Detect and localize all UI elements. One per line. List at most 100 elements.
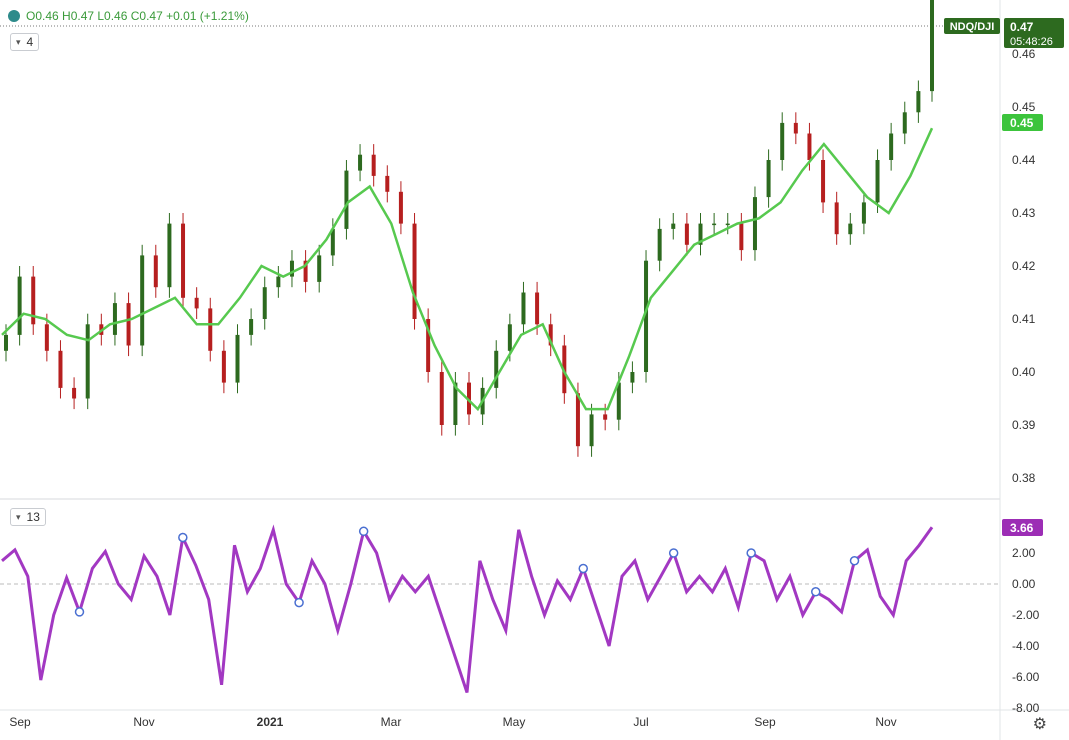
candle-body xyxy=(72,387,77,399)
time-axis-tick: Nov xyxy=(875,715,896,729)
candle-body xyxy=(793,122,798,134)
price-study-collapse-button[interactable]: ▾ 4 xyxy=(10,33,40,51)
oscillator-marker xyxy=(668,548,679,558)
candle-body xyxy=(194,297,199,309)
candle-body xyxy=(603,414,608,420)
candle-body xyxy=(167,223,172,288)
time-axis-tick: 2021 xyxy=(257,715,284,729)
candle-body xyxy=(412,223,417,319)
last-price-tag: NDQ/DJI 0.47 05:48:26 xyxy=(944,18,1064,48)
price-tag-countdown: 05:48:26 xyxy=(1010,36,1053,48)
candle-body xyxy=(17,276,22,335)
candle-body xyxy=(262,287,267,319)
candle-body xyxy=(821,160,826,203)
candle-body xyxy=(548,324,553,346)
oscillator-marker xyxy=(294,597,304,608)
oscillator-marker xyxy=(358,526,369,537)
candle-body xyxy=(85,324,90,399)
candle-body xyxy=(861,202,866,224)
oscillator-marker xyxy=(178,532,188,543)
candle-body xyxy=(371,154,376,176)
oscillator-marker xyxy=(811,587,821,597)
price-tag-symbol: NDQ/DJI xyxy=(950,21,995,33)
moving-average-line xyxy=(1,127,934,412)
chevron-down-icon: ▾ xyxy=(16,511,21,522)
candle-body xyxy=(140,255,145,346)
candle-body xyxy=(31,276,36,325)
price-axis-tick: 0.38 xyxy=(1012,471,1036,485)
candle-body xyxy=(780,122,785,160)
candle-body xyxy=(385,175,390,192)
time-axis-tick: Mar xyxy=(381,715,402,729)
candle-body xyxy=(289,260,294,277)
candle-body xyxy=(916,91,921,113)
candle-body xyxy=(358,154,363,171)
candle-body xyxy=(221,350,226,383)
candle-body xyxy=(494,350,499,388)
candle-body xyxy=(303,260,308,282)
candle-body xyxy=(153,255,158,288)
candle-body xyxy=(453,382,458,425)
price-axis-tick: 0.46 xyxy=(1012,47,1036,61)
oscillator-marker xyxy=(74,607,85,617)
oscillator-axis-tick: 2.00 xyxy=(1012,546,1036,560)
candle-body xyxy=(644,260,649,372)
ma-tag-value: 0.45 xyxy=(1010,116,1034,130)
oscillator-axis-tick: -8.00 xyxy=(1012,701,1040,715)
candle-body xyxy=(671,223,676,229)
candle-body xyxy=(848,223,853,235)
price-axis-tick: 0.41 xyxy=(1012,312,1036,326)
candle-body xyxy=(208,308,213,351)
candle-body xyxy=(467,382,471,415)
candle-body xyxy=(807,133,812,160)
price-axis-tick: 0.40 xyxy=(1012,365,1036,379)
candle-body xyxy=(330,228,335,256)
candle-body xyxy=(535,292,540,325)
price-axis-tick: 0.45 xyxy=(1012,100,1036,114)
oscillator-axis-tick: -6.00 xyxy=(1012,670,1040,684)
candle-body xyxy=(575,393,580,447)
oscillator-tag-value: 3.66 xyxy=(1010,521,1034,535)
candle-body xyxy=(439,372,444,425)
ohlc-legend: O0.46 H0.47 L0.46 C0.47 +0.01 (+1.21%) xyxy=(8,9,249,23)
oscillator-axis-tick: 0.00 xyxy=(1012,577,1036,591)
time-axis-tick: Nov xyxy=(133,715,154,729)
candle-body xyxy=(521,292,526,325)
price-tag-value: 0.47 xyxy=(1010,20,1034,34)
oscillator-tag: 3.66 xyxy=(1002,519,1043,536)
time-axis-tick: Sep xyxy=(9,715,31,729)
candle-body xyxy=(657,228,662,261)
settings-gear-icon[interactable]: ⚙ xyxy=(1032,716,1047,733)
candle-body xyxy=(766,160,771,198)
price-axis-tick: 0.42 xyxy=(1012,259,1036,273)
oscillator-study-collapse-button[interactable]: ▾ 13 xyxy=(10,508,46,526)
candle-body xyxy=(589,414,594,447)
candle-body xyxy=(317,255,322,282)
oscillator-marker xyxy=(849,556,860,566)
oscillator-marker xyxy=(578,563,588,574)
candle-body xyxy=(752,197,757,251)
candle-body xyxy=(235,334,240,383)
oscillator-line xyxy=(1,524,934,693)
time-axis-tick: Jul xyxy=(633,715,648,729)
candle-body xyxy=(698,223,703,245)
price-axis-tick: 0.43 xyxy=(1012,206,1036,220)
candle-body xyxy=(902,112,907,134)
candle-body xyxy=(616,382,621,420)
oscillator-axis-tick: -4.00 xyxy=(1012,639,1040,653)
candle-body xyxy=(426,319,431,372)
candle-body xyxy=(725,223,730,226)
price-axis-tick: 0.39 xyxy=(1012,418,1036,432)
oscillator-study-label: 13 xyxy=(26,510,40,524)
candle-body xyxy=(712,223,717,226)
oscillator-axis-tick: -2.00 xyxy=(1012,608,1040,622)
candle-body xyxy=(739,223,744,251)
candle-body xyxy=(181,223,186,298)
chevron-down-icon: ▾ xyxy=(16,36,21,47)
candle-body xyxy=(684,223,689,245)
price-study-label: 4 xyxy=(26,35,34,49)
oscillator-marker xyxy=(746,548,756,558)
candle-body xyxy=(344,170,349,229)
